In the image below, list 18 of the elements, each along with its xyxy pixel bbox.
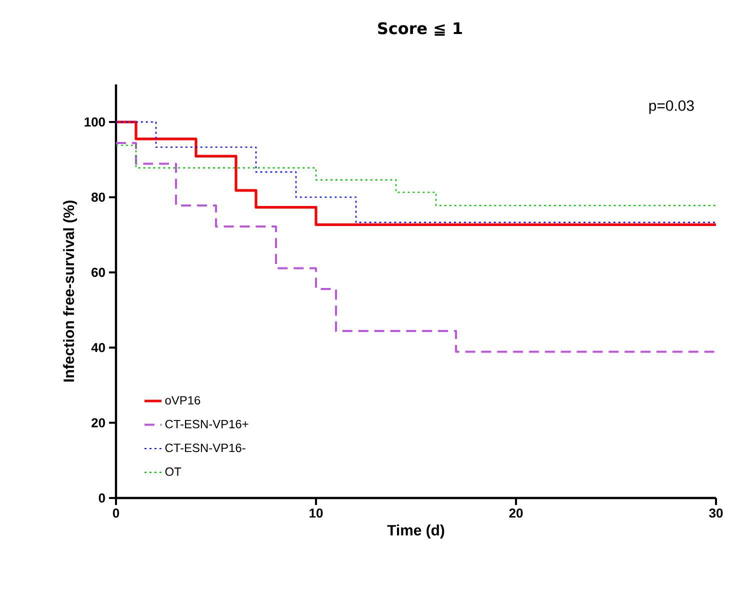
legend-label: CT-ESN-VP16- <box>165 444 246 452</box>
y-tick-label: 60 <box>92 268 105 277</box>
y-tick-label: 40 <box>91 343 105 352</box>
y-axis-title: Infection free-survival (%) <box>63 200 78 382</box>
x-axis-title: Time (d) <box>387 524 444 538</box>
y-tick-label: 0 <box>98 493 105 503</box>
x-tick-label: 20 <box>509 508 523 518</box>
x-tick-label: 30 <box>709 508 723 518</box>
annotation: p=0.03 <box>649 100 694 114</box>
chart-title: Score ≦ 1 <box>378 22 462 36</box>
x-tick-label: 0 <box>112 508 120 518</box>
x-tick-label: 10 <box>310 508 323 518</box>
legend-label: CT-ESN-VP16+ <box>165 420 248 428</box>
y-tick-label: 20 <box>92 418 105 428</box>
legend-label: oVP16 <box>165 396 200 405</box>
y-tick-label: 100 <box>84 117 105 127</box>
legend-label: OT <box>165 467 182 476</box>
y-tick-label: 80 <box>92 192 105 202</box>
